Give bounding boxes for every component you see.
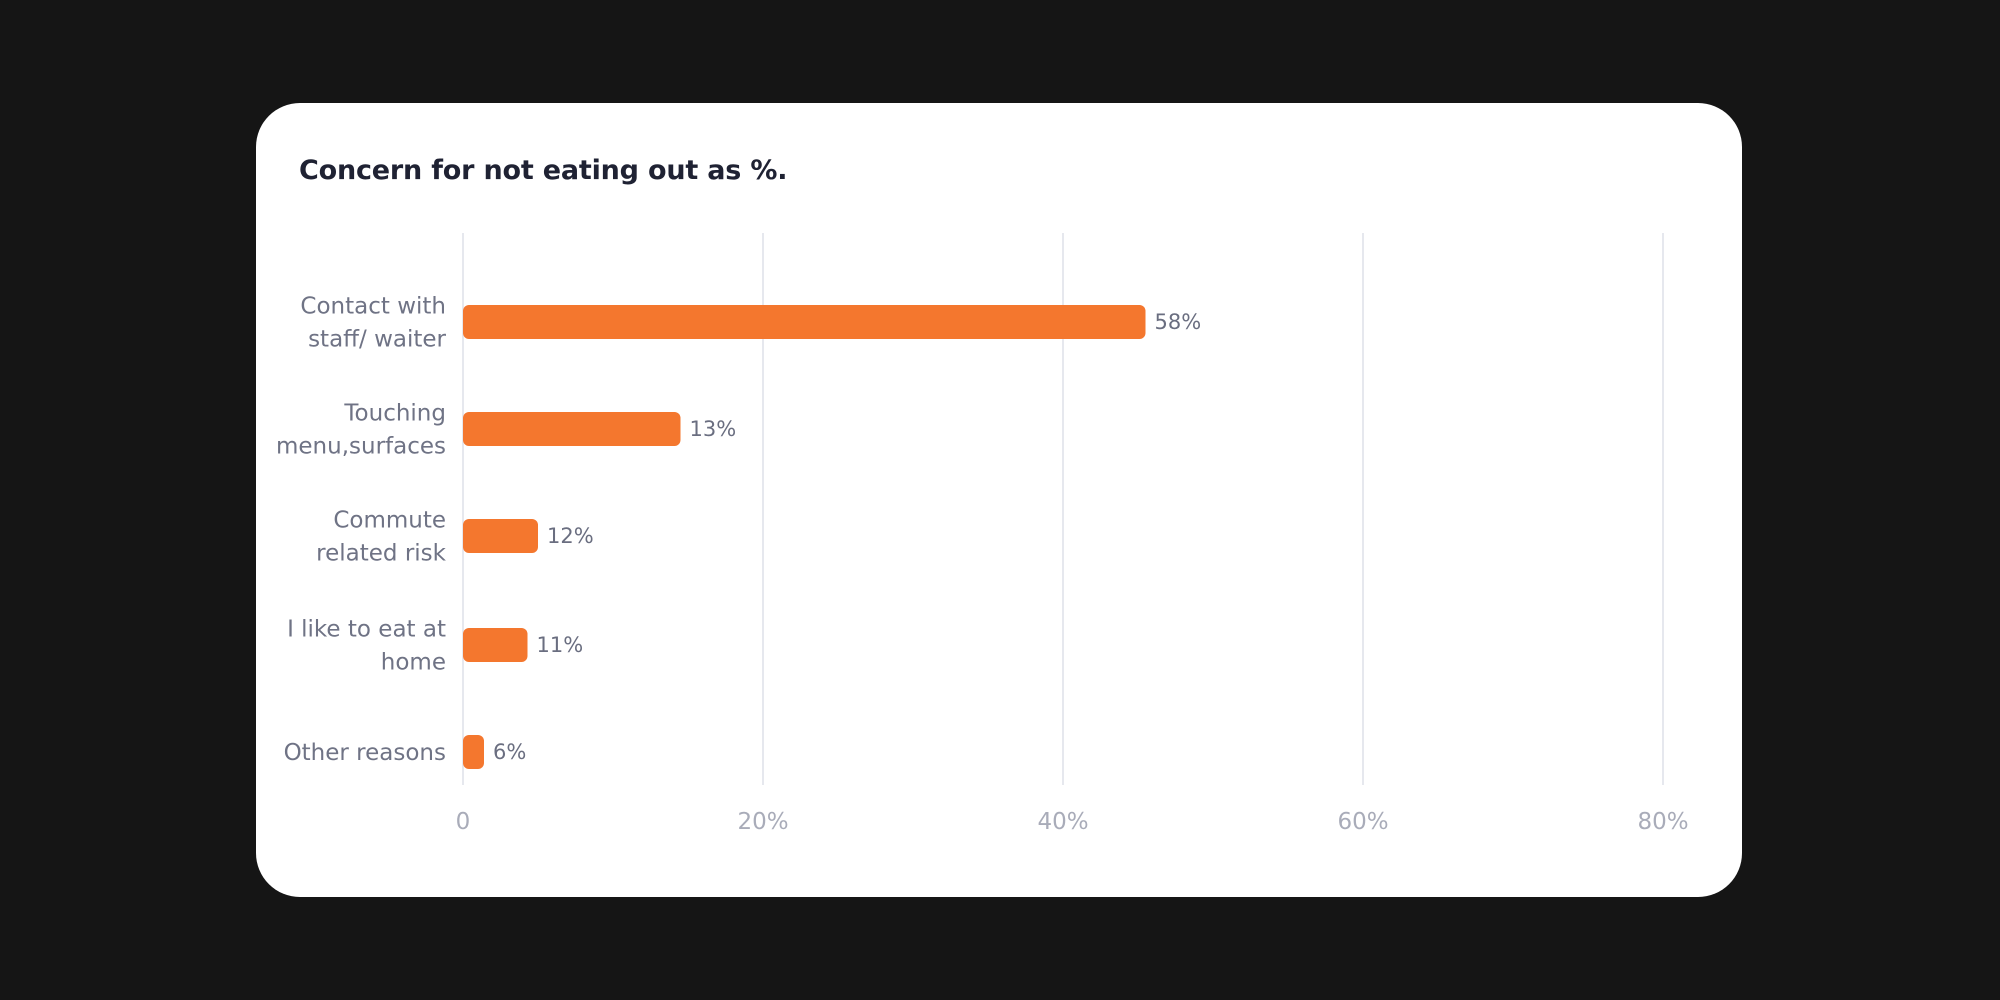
bar-chart: 0 20% 40% 60% 80% 58% Contact with staff/ waite… — [276, 233, 1689, 836]
x-tick-label: 80% — [1637, 809, 1688, 835]
chart-card: Concern for not eating out as %. 0 20% 40%… — [256, 103, 1742, 897]
category-label: Commute related risk — [316, 508, 446, 567]
category-label: Touching menu,surfaces — [276, 401, 446, 460]
x-tick-label: 20% — [737, 809, 788, 835]
x-tick-label: 0 — [456, 809, 471, 835]
x-tick-label: 40% — [1037, 809, 1088, 835]
bar — [463, 412, 681, 446]
labels: 0 20% 40% 60% 80% 58% Contact with staff/ waite… — [276, 294, 1689, 836]
bar — [463, 305, 1146, 339]
bar — [463, 519, 538, 553]
data-label: 13% — [690, 417, 737, 441]
category-label: I like to eat at home — [287, 617, 446, 676]
chart-title: Concern for not eating out as %. — [299, 155, 788, 186]
data-label: 12% — [547, 524, 594, 548]
category-label: Other reasons — [284, 740, 446, 766]
bar — [463, 628, 528, 662]
category-label: Contact with staff/ waiter — [300, 294, 446, 353]
x-tick-label: 60% — [1337, 809, 1388, 835]
data-label: 11% — [537, 633, 584, 657]
data-label: 6% — [493, 740, 526, 764]
bars — [463, 305, 1146, 769]
bar — [463, 735, 484, 769]
data-label: 58% — [1155, 310, 1202, 334]
